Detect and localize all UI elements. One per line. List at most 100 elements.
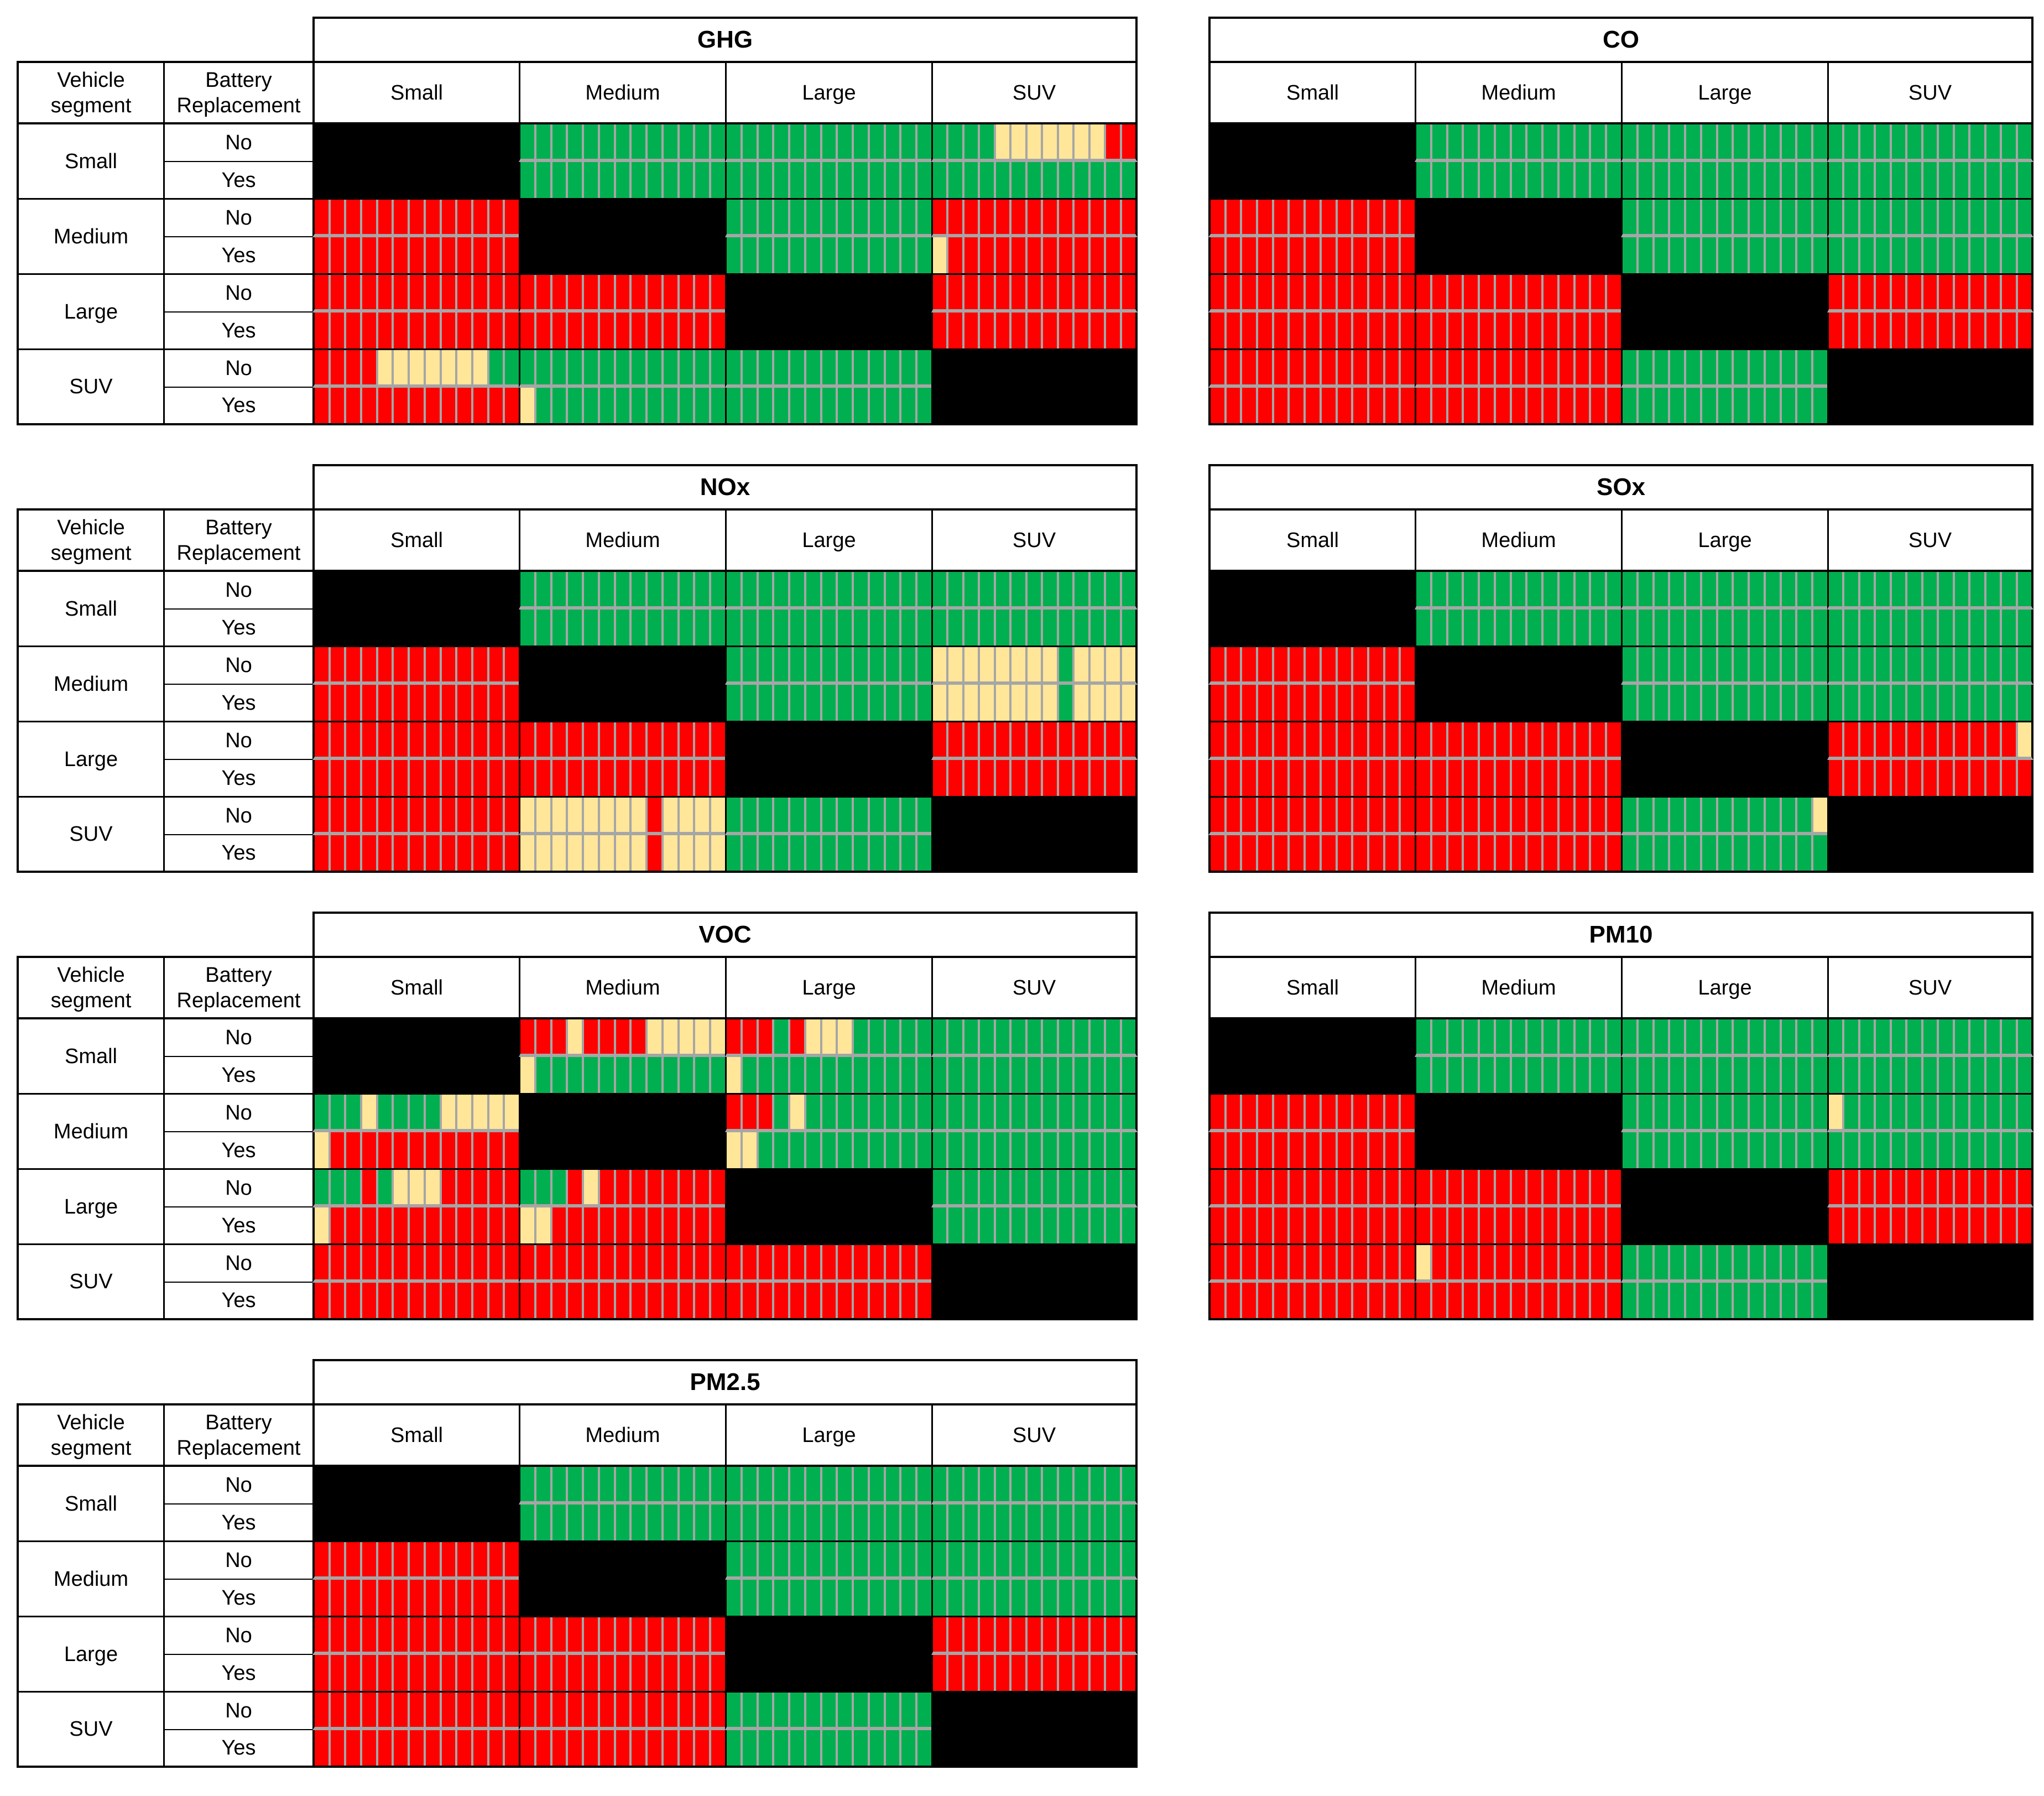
stripe-red xyxy=(1274,200,1288,234)
cell-CO-Medium-Yes-Small xyxy=(1208,237,1415,275)
stripe-green xyxy=(1734,685,1748,721)
stripe-green xyxy=(917,1095,931,1129)
stripe-green xyxy=(1527,1019,1542,1054)
stripe-red xyxy=(1954,1170,1969,1204)
stripe-red xyxy=(1306,237,1320,273)
stripe-green xyxy=(1623,647,1636,681)
stripe-green xyxy=(1891,200,1906,234)
stripe-red xyxy=(1559,1245,1573,1279)
stripe-green xyxy=(790,1132,804,1168)
stripe-green xyxy=(568,162,582,198)
stripe-green xyxy=(1907,1132,1921,1168)
row-label-segment-large: Large xyxy=(17,275,163,350)
stripe-red xyxy=(1511,1170,1526,1204)
stripe-yellow xyxy=(1027,685,1041,721)
stripe-green xyxy=(917,610,931,645)
stripe-green xyxy=(1544,162,1557,198)
stripe-green xyxy=(917,124,931,159)
stripe-green xyxy=(742,1730,757,1766)
stripe-red xyxy=(632,1245,646,1279)
stripe-red xyxy=(1480,1283,1494,1318)
stripe-green xyxy=(806,1693,820,1727)
stripe-red xyxy=(568,1245,582,1279)
stripe-green xyxy=(1638,350,1652,384)
stripe-green xyxy=(1654,685,1668,721)
stripe-red xyxy=(948,237,962,273)
stripe-red xyxy=(505,798,519,832)
stripe-green xyxy=(1797,1245,1812,1279)
row-header-vehicle-segment: Vehicle segment xyxy=(17,508,163,572)
stripe-row xyxy=(1623,1095,1827,1129)
stripe-green xyxy=(1813,685,1827,721)
stripe-green xyxy=(1939,200,1953,234)
stripe-red xyxy=(1274,1283,1288,1318)
stripe-red xyxy=(1448,835,1462,871)
stripe-red xyxy=(394,313,408,348)
cell-SOx-SUV-Yes-Large xyxy=(1621,835,1827,873)
stripe-red xyxy=(489,1207,503,1243)
stripe-green xyxy=(695,1467,710,1501)
stripe-red xyxy=(663,760,677,796)
stripe-green xyxy=(774,162,789,198)
stripe-green xyxy=(1623,237,1636,273)
cell-GHG-Small-No-SUV xyxy=(931,124,1138,162)
stripe-red xyxy=(505,1245,519,1279)
stripe-red xyxy=(1258,798,1272,832)
stripe-green xyxy=(758,1132,773,1168)
stripe-red xyxy=(1306,200,1320,234)
stripe-row xyxy=(1829,200,2032,234)
stripe-green xyxy=(917,1019,931,1054)
stripe-green xyxy=(774,1693,789,1727)
stripe-red xyxy=(457,388,471,423)
stripe-yellow xyxy=(995,124,1010,159)
stripe-green xyxy=(616,1057,630,1093)
cell-PM10-SUV-No-Large xyxy=(1621,1245,1827,1283)
stripe-red xyxy=(473,1617,487,1652)
stripe-red xyxy=(1385,313,1399,348)
stripe-green xyxy=(742,685,757,721)
cell-NOx-Small-Yes-SUV xyxy=(931,610,1138,647)
stripe-red xyxy=(1290,1170,1304,1204)
stripe-green xyxy=(727,1580,741,1616)
stripe-row xyxy=(1623,200,1827,234)
stripe-green xyxy=(1043,1542,1057,1576)
stripe-red xyxy=(1075,760,1088,796)
stripe-red xyxy=(378,1693,392,1727)
stripe-green xyxy=(568,124,582,159)
stripe-green xyxy=(885,1467,900,1501)
stripe-red xyxy=(648,1283,661,1318)
stripe-red xyxy=(1511,313,1526,348)
cell-PM2.5-Small-No-Medium xyxy=(519,1467,725,1505)
stripe-red xyxy=(505,1170,519,1204)
stripe-red xyxy=(1058,760,1073,796)
stripe-green xyxy=(1106,1019,1120,1054)
stripe-red xyxy=(441,1542,456,1576)
stripe-green xyxy=(758,200,773,234)
stripe-green xyxy=(1654,237,1668,273)
stripe-red xyxy=(1106,722,1120,757)
stripe-red xyxy=(1607,1245,1621,1279)
row-header-line: segment xyxy=(50,93,132,117)
cell-PM10-Small-No-Medium xyxy=(1415,1019,1621,1057)
diagonal-cell xyxy=(931,388,1138,425)
stripe-green xyxy=(1654,1132,1668,1168)
stripe-red xyxy=(2017,1207,2032,1243)
stripe-green xyxy=(727,647,741,681)
stripe-red xyxy=(457,647,471,681)
stripe-red xyxy=(1401,1095,1415,1129)
stripe-green xyxy=(552,1170,566,1204)
stripe-green xyxy=(1844,1019,1858,1054)
stripe-green xyxy=(917,388,931,423)
stripe-red xyxy=(315,1580,328,1616)
stripe-red xyxy=(711,275,725,309)
diagonal-cell xyxy=(1827,835,2033,873)
stripe-green xyxy=(1891,572,1906,606)
stripe-red xyxy=(727,1095,741,1129)
stripe-green xyxy=(901,1095,916,1129)
stripe-red xyxy=(1058,237,1073,273)
stripe-red xyxy=(1226,1170,1240,1204)
stripe-red xyxy=(679,275,693,309)
stripe-red xyxy=(1290,275,1304,309)
stripe-green xyxy=(679,1467,693,1501)
stripe-red xyxy=(1416,388,1430,423)
